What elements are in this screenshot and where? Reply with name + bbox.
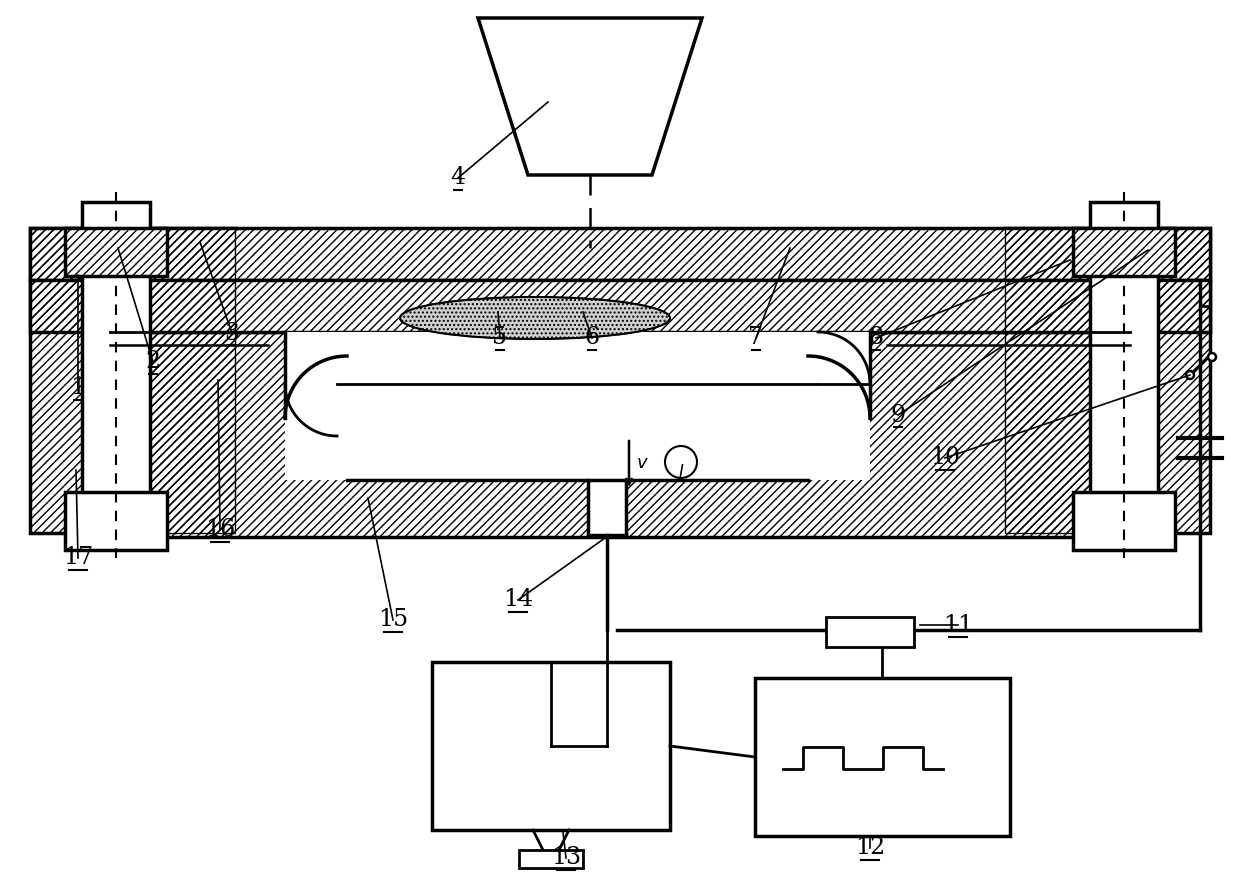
Text: 2: 2 bbox=[145, 350, 160, 373]
Bar bbox=[30, 280, 1210, 332]
Text: 6: 6 bbox=[584, 327, 600, 350]
Bar bbox=[30, 228, 1210, 280]
Bar bbox=[30, 280, 1210, 332]
Text: 12: 12 bbox=[854, 837, 885, 859]
Bar bbox=[1090, 202, 1158, 542]
Bar bbox=[826, 617, 914, 647]
Bar bbox=[285, 332, 870, 480]
Text: v: v bbox=[637, 454, 647, 472]
Bar bbox=[755, 678, 1011, 836]
Text: 15: 15 bbox=[378, 609, 408, 632]
Text: 14: 14 bbox=[503, 589, 533, 611]
Text: 3: 3 bbox=[224, 321, 239, 344]
Bar bbox=[1073, 228, 1176, 276]
Bar bbox=[64, 228, 167, 276]
Text: 17: 17 bbox=[63, 547, 93, 569]
Bar bbox=[110, 332, 1130, 537]
Text: 11: 11 bbox=[942, 613, 973, 637]
Bar bbox=[432, 662, 670, 830]
Bar bbox=[82, 202, 150, 542]
Bar bbox=[588, 480, 626, 535]
Circle shape bbox=[1185, 371, 1194, 379]
Text: 8: 8 bbox=[868, 327, 884, 350]
Ellipse shape bbox=[401, 297, 670, 339]
Bar bbox=[1073, 492, 1176, 550]
Text: 1: 1 bbox=[71, 377, 86, 399]
Bar bbox=[1004, 228, 1210, 533]
Bar bbox=[64, 228, 167, 276]
Bar bbox=[64, 492, 167, 550]
Bar bbox=[1004, 228, 1210, 533]
Text: 9: 9 bbox=[890, 404, 905, 427]
Circle shape bbox=[1208, 353, 1216, 361]
Text: I: I bbox=[678, 463, 683, 481]
Bar bbox=[1073, 228, 1176, 276]
Bar bbox=[110, 332, 1130, 537]
Text: 10: 10 bbox=[930, 447, 960, 470]
Text: 16: 16 bbox=[205, 519, 236, 541]
Bar bbox=[30, 228, 236, 533]
Text: 13: 13 bbox=[551, 846, 582, 870]
Text: 7: 7 bbox=[749, 327, 764, 350]
Bar bbox=[30, 228, 236, 533]
Text: 5: 5 bbox=[492, 327, 507, 350]
Bar bbox=[30, 228, 1210, 280]
Circle shape bbox=[665, 446, 697, 478]
Text: 4: 4 bbox=[450, 166, 465, 189]
Polygon shape bbox=[477, 18, 702, 175]
Bar bbox=[520, 850, 583, 868]
